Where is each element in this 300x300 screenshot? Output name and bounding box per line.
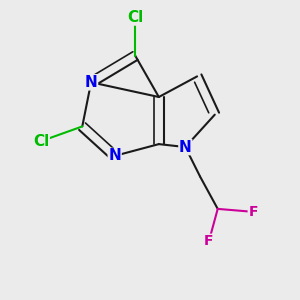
Text: Cl: Cl (127, 10, 143, 25)
Text: Cl: Cl (33, 134, 49, 149)
Text: N: N (85, 75, 98, 90)
Text: N: N (179, 140, 192, 154)
Text: F: F (248, 205, 258, 219)
Text: F: F (204, 234, 214, 248)
Text: N: N (108, 148, 121, 164)
